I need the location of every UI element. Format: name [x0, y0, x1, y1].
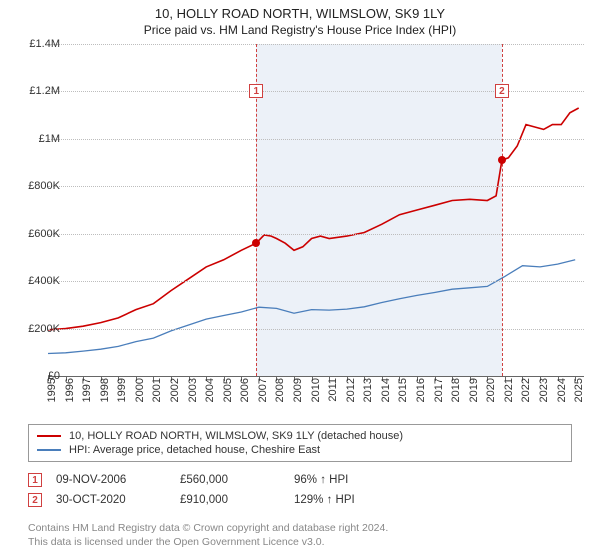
sale-hpi: 129% ↑ HPI — [294, 494, 414, 506]
x-tick-label: 2025 — [573, 378, 585, 402]
x-tick-label: 2003 — [187, 378, 199, 402]
x-tick-label: 1999 — [116, 378, 128, 402]
x-tick-label: 2009 — [292, 378, 304, 402]
sale-callout-2: 2 — [28, 493, 42, 507]
x-tick-label: 2016 — [415, 378, 427, 402]
legend-label-subject: 10, HOLLY ROAD NORTH, WILMSLOW, SK9 1LY … — [69, 430, 403, 442]
legend-swatch-subject — [37, 435, 61, 437]
series-hpi — [48, 260, 575, 354]
x-tick-label: 2007 — [257, 378, 269, 402]
x-tick-label: 2013 — [362, 378, 374, 402]
y-tick-label: £1M — [16, 133, 60, 145]
sale-row: 1 09-NOV-2006 £560,000 96% ↑ HPI — [28, 470, 572, 490]
data-point-marker — [498, 156, 506, 164]
chart-title: 10, HOLLY ROAD NORTH, WILMSLOW, SK9 1LY — [0, 0, 600, 21]
sale-date: 09-NOV-2006 — [56, 474, 166, 486]
x-tick-label: 2012 — [345, 378, 357, 402]
x-tick-label: 2001 — [151, 378, 163, 402]
x-tick-label: 2022 — [520, 378, 532, 402]
x-tick-label: 2020 — [485, 378, 497, 402]
x-tick-label: 2018 — [450, 378, 462, 402]
y-tick-label: £200K — [16, 323, 60, 335]
legend-label-hpi: HPI: Average price, detached house, Ches… — [69, 444, 320, 456]
sale-hpi: 96% ↑ HPI — [294, 474, 414, 486]
callout-label-2: 2 — [495, 84, 509, 98]
footnote: Contains HM Land Registry data © Crown c… — [28, 522, 572, 549]
x-tick-label: 2019 — [468, 378, 480, 402]
x-tick-label: 2010 — [310, 378, 322, 402]
series-subject — [48, 108, 579, 330]
y-tick-label: £1.4M — [16, 38, 60, 50]
x-tick-label: 2011 — [327, 378, 339, 402]
legend-box: 10, HOLLY ROAD NORTH, WILMSLOW, SK9 1LY … — [28, 424, 572, 462]
x-tick-label: 2023 — [538, 378, 550, 402]
footnote-line: Contains HM Land Registry data © Crown c… — [28, 522, 572, 536]
x-tick-label: 2005 — [222, 378, 234, 402]
x-tick-label: 2008 — [274, 378, 286, 402]
chart-container: 10, HOLLY ROAD NORTH, WILMSLOW, SK9 1LY … — [0, 0, 600, 560]
callout-label-1: 1 — [249, 84, 263, 98]
sale-row: 2 30-OCT-2020 £910,000 129% ↑ HPI — [28, 490, 572, 510]
y-tick-label: £1.2M — [16, 85, 60, 97]
x-tick-label: 2004 — [204, 378, 216, 402]
footnote-line: This data is licensed under the Open Gov… — [28, 536, 572, 550]
sale-date: 30-OCT-2020 — [56, 494, 166, 506]
data-point-marker — [252, 239, 260, 247]
sale-price: £560,000 — [180, 474, 280, 486]
y-tick-label: £800K — [16, 180, 60, 192]
x-tick-label: 2006 — [239, 378, 251, 402]
legend-item-hpi: HPI: Average price, detached house, Ches… — [37, 443, 563, 457]
x-tick-label: 1996 — [64, 378, 76, 402]
sales-table: 1 09-NOV-2006 £560,000 96% ↑ HPI 2 30-OC… — [28, 470, 572, 510]
y-tick-label: £0 — [16, 370, 60, 382]
sale-price: £910,000 — [180, 494, 280, 506]
x-tick-label: 1998 — [99, 378, 111, 402]
x-tick-label: 2024 — [556, 378, 568, 402]
x-tick-label: 2014 — [380, 378, 392, 402]
chart-subtitle: Price paid vs. HM Land Registry's House … — [0, 21, 600, 41]
plot-area: 1995199619971998199920002001200220032004… — [48, 44, 584, 377]
legend-item-subject: 10, HOLLY ROAD NORTH, WILMSLOW, SK9 1LY … — [37, 429, 563, 443]
x-tick-label: 2015 — [397, 378, 409, 402]
sale-callout-1: 1 — [28, 473, 42, 487]
x-tick-label: 2002 — [169, 378, 181, 402]
y-tick-label: £400K — [16, 275, 60, 287]
x-tick-label: 1997 — [81, 378, 93, 402]
x-tick-label: 2021 — [503, 378, 515, 402]
x-tick-label: 2000 — [134, 378, 146, 402]
x-tick-label: 2017 — [433, 378, 445, 402]
y-tick-label: £600K — [16, 228, 60, 240]
legend-swatch-hpi — [37, 449, 61, 451]
